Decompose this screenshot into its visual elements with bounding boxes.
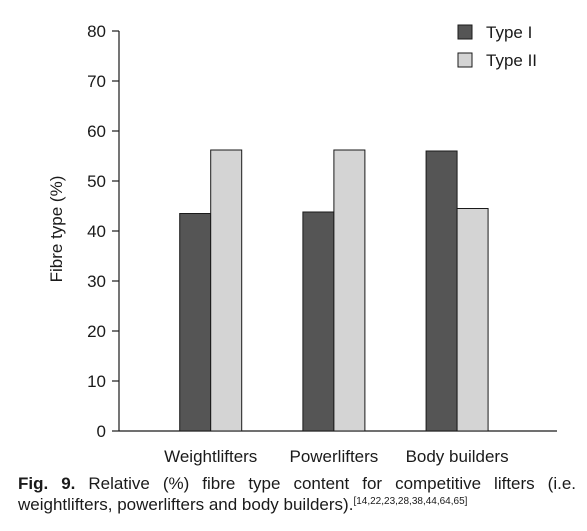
legend-swatch [457,24,473,40]
bar [210,149,243,432]
caption-text: Relative (%) fibre type content for comp… [18,474,576,514]
legend-swatch [457,52,473,68]
x-tick-label: Body builders [406,447,509,466]
y-tick-label: 20 [87,322,106,341]
y-axis-label: Fibre type (%) [47,176,66,283]
bar [425,150,458,432]
bar [456,208,489,432]
y-tick-label: 80 [87,22,106,41]
y-tick-label: 0 [97,422,106,441]
y-tick-label: 10 [87,372,106,391]
y-tick-label: 70 [87,72,106,91]
y-tick-label: 50 [87,172,106,191]
bar [333,149,366,432]
y-tick-label: 40 [87,222,106,241]
figure-label: Fig. 9. [18,474,76,493]
bar [302,211,335,432]
x-tick-labels: Weightlifters Powerlifters Body builders [164,447,508,466]
y-ticks: 0 10 20 30 40 50 60 70 80 [87,22,119,441]
legend: Type I Type II [457,23,537,70]
legend-label: Type II [486,51,537,70]
x-tick-label: Powerlifters [289,447,378,466]
bars [179,149,489,432]
caption-references: [14,22,23,28,38,44,64,65] [353,496,468,507]
figure-caption: Fig. 9. Relative (%) fibre type content … [18,473,576,515]
bar [179,213,212,432]
legend-label: Type I [486,23,532,42]
x-tick-label: Weightlifters [164,447,257,466]
bar-chart: 0 10 20 30 40 50 60 70 80 Fibre type (%) Weightl… [47,22,557,466]
y-tick-label: 30 [87,272,106,291]
y-tick-label: 60 [87,122,106,141]
